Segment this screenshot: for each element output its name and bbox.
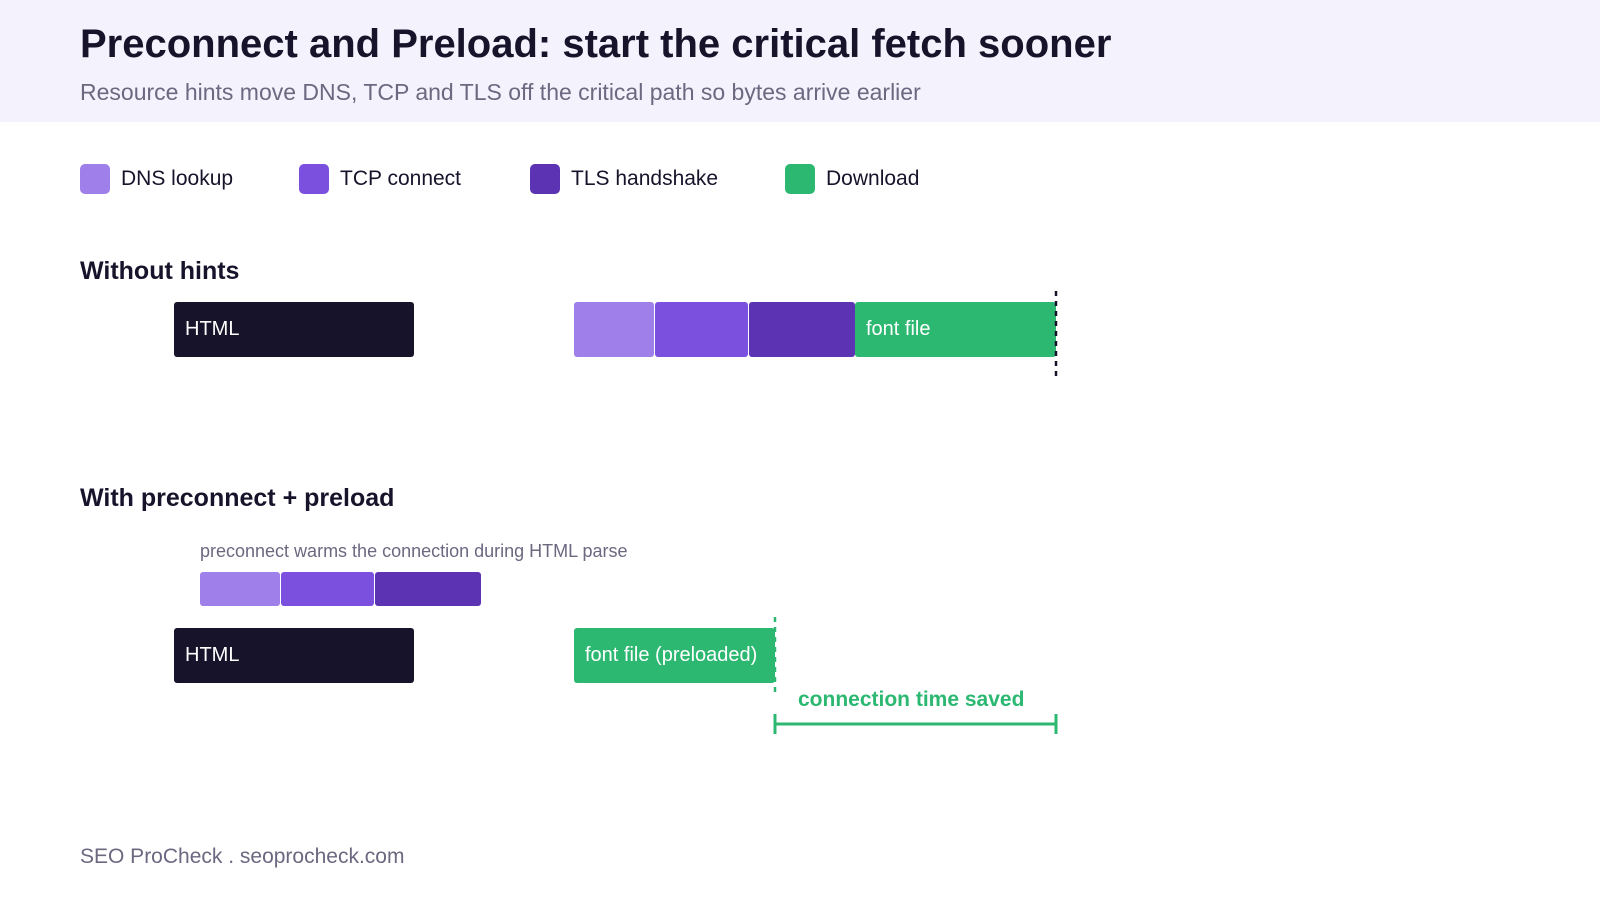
preconnect-tls-bar [375,572,481,606]
legend-swatch-dns [80,164,110,194]
legend-swatch-tls [530,164,560,194]
legend-item-tls: TLS handshake [530,164,718,194]
page-title: Preconnect and Preload: start the critic… [80,22,1112,66]
saved-time-label: connection time saved [798,688,1025,711]
without-hints-html-bar: HTML [174,302,414,357]
without-hints-tcp-bar [655,302,748,357]
page-subtitle: Resource hints move DNS, TCP and TLS off… [80,79,921,105]
legend-item-dns: DNS lookup [80,164,233,194]
legend-label-download: Download [826,167,920,190]
with-hints-font-bar: font file (preloaded) [574,628,775,683]
saved-time-bracket [773,714,1058,734]
preconnect-tcp-bar [281,572,374,606]
section-title-with-hints: With preconnect + preload [80,484,395,512]
header-band: Preconnect and Preload: start the critic… [0,0,1600,122]
without-hints-font-bar: font file [855,302,1056,357]
legend-item-download: Download [785,164,919,194]
legend-item-tcp: TCP connect [299,164,461,194]
legend-label-dns: DNS lookup [121,167,234,190]
footer-credit: SEO ProCheck . seoprocheck.com [80,845,405,868]
section-title-without-hints: Without hints [80,257,240,285]
without-hints-dns-bar [574,302,654,357]
without-hints-tls-bar [749,302,855,357]
preconnect-note: preconnect warms the connection during H… [200,541,628,561]
legend-swatch-download [785,164,815,194]
preconnect-dns-bar [200,572,280,606]
with-hints-html-bar: HTML [174,628,414,683]
legend-label-tcp: TCP connect [340,167,462,190]
legend-label-tls: TLS handshake [571,167,719,190]
legend-swatch-tcp [299,164,329,194]
